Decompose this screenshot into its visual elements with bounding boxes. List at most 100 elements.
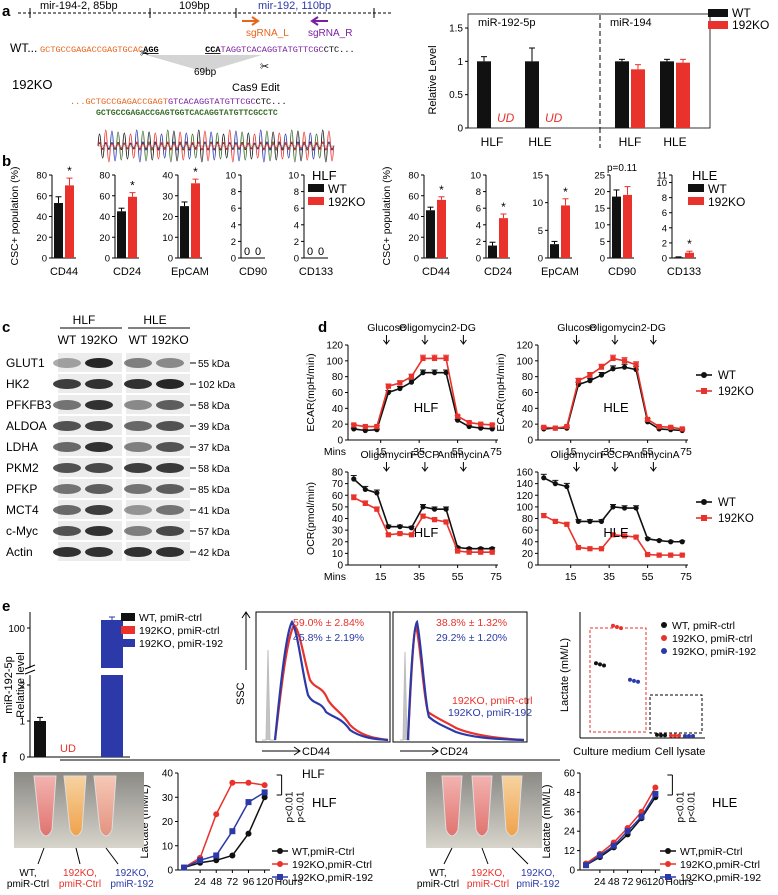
- ko-seq-orange: ...GCTGCCGAGACCGAGT: [70, 97, 168, 107]
- f-hle-ylabel: Lactate (mM/L): [541, 785, 553, 859]
- d-ecar-hle-y-tick-label: 20: [522, 420, 534, 431]
- d-ecar-hlf-y-tick-label: 120: [326, 341, 343, 352]
- b-legend-wt-swatch: [688, 184, 704, 192]
- b-category-label: CD44: [422, 266, 450, 278]
- b-bar-wt: [488, 245, 497, 258]
- d-ocr-hlf-injection-label: FCCP: [411, 449, 440, 461]
- f-hle-point: [652, 791, 659, 798]
- blot-protein-label: Actin: [6, 545, 33, 559]
- b-legend-wt-swatch: [308, 184, 324, 192]
- b-y-tick-label: 20: [594, 187, 605, 198]
- f-hlf-tube-label: 192KO, pmiR-192: [110, 868, 154, 890]
- blot-protein-label: LDHA: [6, 440, 38, 454]
- blot-protein-label: GLUT1: [6, 356, 45, 370]
- d-ecar-hle-point: [564, 423, 570, 430]
- d-ecar-hle-point: [645, 416, 651, 423]
- blot-band: [156, 400, 184, 410]
- blot-band: [156, 505, 184, 515]
- e-legend-label: WT, pmiR-ctrl: [139, 612, 202, 624]
- f-hlf-point: [197, 857, 204, 864]
- tube-hlf-wt: [33, 775, 57, 837]
- f-hlf-point: [213, 811, 220, 818]
- blot-band: [85, 379, 113, 389]
- flow-cd24-frame: [392, 611, 528, 743]
- blot-band: [53, 463, 81, 473]
- f-hlf-point: [245, 799, 252, 806]
- d-ocr-hlf-xlabel: Mins: [324, 571, 346, 583]
- tube-labels: WT, pmiR-Ctrl 192KO, pmiR-Ctrl 192KO, pmiR-19…: [7, 847, 560, 890]
- f-hle-tube-label: 192KO, pmiR-192: [516, 868, 560, 890]
- b-y-tick-label: 0: [294, 254, 299, 265]
- blot-band: [124, 484, 152, 494]
- a-legend-wt: WT: [732, 6, 751, 20]
- b-y-tick-label: 80: [99, 171, 110, 182]
- e-lac-point: [677, 733, 681, 738]
- b-y-tick-label: 40: [162, 171, 173, 182]
- b-bar-ko: [623, 194, 632, 258]
- blot-band: [156, 547, 184, 557]
- deletion-label: 69bp: [194, 67, 217, 78]
- d-ecar-hlf-point: [385, 383, 391, 389]
- b-y-tick-label: 6: [662, 208, 667, 219]
- a-bar-wt: [660, 61, 674, 129]
- b-y-tick-label: 60: [99, 191, 110, 202]
- d-ocr-hle-injection-label: Oligomycin: [550, 449, 602, 461]
- d-ecar-hle-y-tick-label: 40: [522, 404, 534, 415]
- flow-ylabel: SSC: [235, 682, 247, 705]
- flow-cd24-ko-192-curve: [406, 619, 525, 742]
- d-ocr-hlf-x-tick-label: 55: [452, 571, 464, 583]
- d-ocr-hle-injection-arrowhead: [573, 466, 580, 472]
- f-hle-x-tick-label: 72: [622, 876, 634, 888]
- blot-protein-label: MCT4: [6, 503, 39, 517]
- f-hlf-x-tick-label: 96: [243, 876, 255, 888]
- b-value-label: 0: [307, 246, 313, 258]
- b-y-tick-label: 60: [36, 191, 47, 202]
- d-ecar-hlf-injection-label: 2-DG: [451, 322, 476, 334]
- d-ocr-hle-x-tick-label: 35: [603, 571, 615, 583]
- e-y-tick-label: 0: [19, 753, 25, 764]
- f-hlf-tube-label-line: 192KO,: [63, 868, 97, 879]
- e-lac-point: [636, 679, 640, 684]
- b-y-tick-label: 30: [162, 191, 173, 202]
- blot-band: [85, 526, 113, 536]
- e-lac-point: [594, 661, 598, 666]
- b-category-label: CD133: [299, 266, 333, 278]
- blot-band: [85, 358, 113, 368]
- panel-letter-f: f: [2, 750, 8, 767]
- d-ocr-hle-injection-arrowhead: [649, 466, 657, 472]
- e-legend-swatch: [121, 626, 135, 634]
- b-category-label: EpCAM: [171, 266, 209, 278]
- d-ocr-hle-x-tick-label: 15: [565, 571, 577, 583]
- b-sig: *: [193, 165, 198, 179]
- d-ocr-hle-y-tick-label: 120: [516, 491, 533, 502]
- e-legend-swatch: [121, 613, 135, 621]
- blot-band: [85, 400, 113, 410]
- d-ocr-hle-y-tick-label: 80: [522, 514, 534, 525]
- e-bar-192-upper: [101, 620, 123, 668]
- d-ecar-hle-point: [656, 423, 662, 430]
- f-hlf-tube-label-line: pmiR-Ctrl: [59, 879, 101, 890]
- a-ud-label: UD: [497, 111, 515, 125]
- sgrna-r-label: sgRNA_R: [308, 28, 352, 39]
- d-ecar-hlf-injection-arrowhead: [459, 339, 467, 345]
- d-ocr-hlf-injection-arrowhead: [383, 466, 390, 472]
- b-ylabel: CSC+ population (%): [381, 167, 393, 266]
- blot-band: [156, 526, 184, 536]
- f-hlf-legend-label: WT,pmiR-Ctrl: [292, 846, 354, 858]
- d-ecar-hle-injection-label: 2-DG: [641, 322, 666, 334]
- a-legend-ko-swatch: [708, 21, 728, 29]
- d-ecar-hlf-point: [408, 374, 415, 380]
- f-hlf-x-tick-label: 72: [227, 876, 239, 888]
- blot-size-label: 57 kDa: [198, 527, 230, 538]
- f-hlf-series-line: [183, 796, 266, 869]
- f-hle-tube-label-line: WT,: [429, 868, 446, 879]
- a-y-tick-label: 0: [457, 124, 463, 135]
- b-category-label: CD90: [608, 266, 636, 278]
- b-legend-wt: WT: [708, 182, 727, 196]
- d-ocr-hle-y-tick-label: 40: [522, 537, 534, 548]
- f-hle-x-tick-label: 48: [608, 876, 620, 888]
- deletion-wedge: [146, 55, 262, 72]
- d-ocr-hlf-point: [443, 519, 449, 525]
- wt-seq-orange: GCTGCCGAGACCGAGTGCAC: [40, 45, 143, 55]
